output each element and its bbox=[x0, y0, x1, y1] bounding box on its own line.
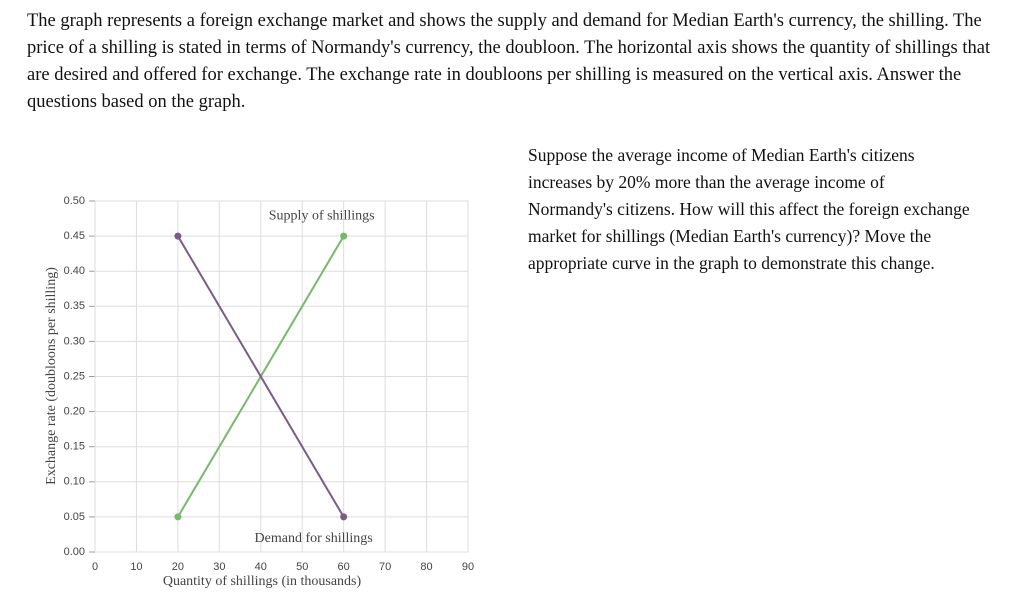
curve-point[interactable] bbox=[174, 232, 182, 240]
curve-point[interactable] bbox=[340, 513, 348, 521]
series-label: Supply of shillings bbox=[269, 208, 375, 223]
y-tick-label: 0.20 bbox=[64, 406, 85, 418]
x-tick-label: 40 bbox=[255, 561, 267, 573]
curve-point[interactable] bbox=[174, 513, 182, 521]
y-tick-label: 0.35 bbox=[64, 300, 85, 312]
question-text: The graph represents a foreign exchange … bbox=[27, 11, 991, 112]
x-tick-label: 70 bbox=[379, 561, 391, 573]
y-tick-label: 0.25 bbox=[64, 370, 85, 382]
y-tick-label: 0.50 bbox=[64, 195, 85, 207]
curve[interactable] bbox=[177, 235, 345, 518]
x-tick-label: 30 bbox=[213, 561, 225, 573]
y-tick-label: 0.15 bbox=[64, 441, 85, 453]
y-axis-label: Exchange rate (doubloons per shilling) bbox=[44, 267, 59, 485]
x-tick-label: 60 bbox=[338, 561, 350, 573]
x-tick-label: 20 bbox=[172, 561, 184, 573]
x-tick-label: 90 bbox=[462, 561, 474, 573]
x-tick-label: 80 bbox=[420, 561, 432, 573]
y-tick-label: 0.05 bbox=[64, 511, 85, 523]
x-axis-label: Quantity of shillings (in thousands) bbox=[163, 574, 362, 589]
series-label: Demand for shillings bbox=[255, 531, 373, 546]
y-tick-label: 0.10 bbox=[64, 476, 85, 488]
y-tick-label: 0.00 bbox=[64, 546, 85, 558]
y-tick-label: 0.30 bbox=[64, 335, 85, 347]
x-tick-label: 50 bbox=[296, 561, 308, 573]
curve-point[interactable] bbox=[340, 232, 348, 240]
x-tick-label: 0 bbox=[92, 561, 98, 573]
x-tick-label: 10 bbox=[130, 561, 142, 573]
prompt-text: Suppose the average income of Median Ear… bbox=[528, 145, 970, 273]
y-tick-label: 0.40 bbox=[64, 265, 85, 277]
chart: Quantity of shillings (in thousands) Exc… bbox=[44, 195, 474, 589]
y-tick-label: 0.45 bbox=[64, 230, 85, 242]
